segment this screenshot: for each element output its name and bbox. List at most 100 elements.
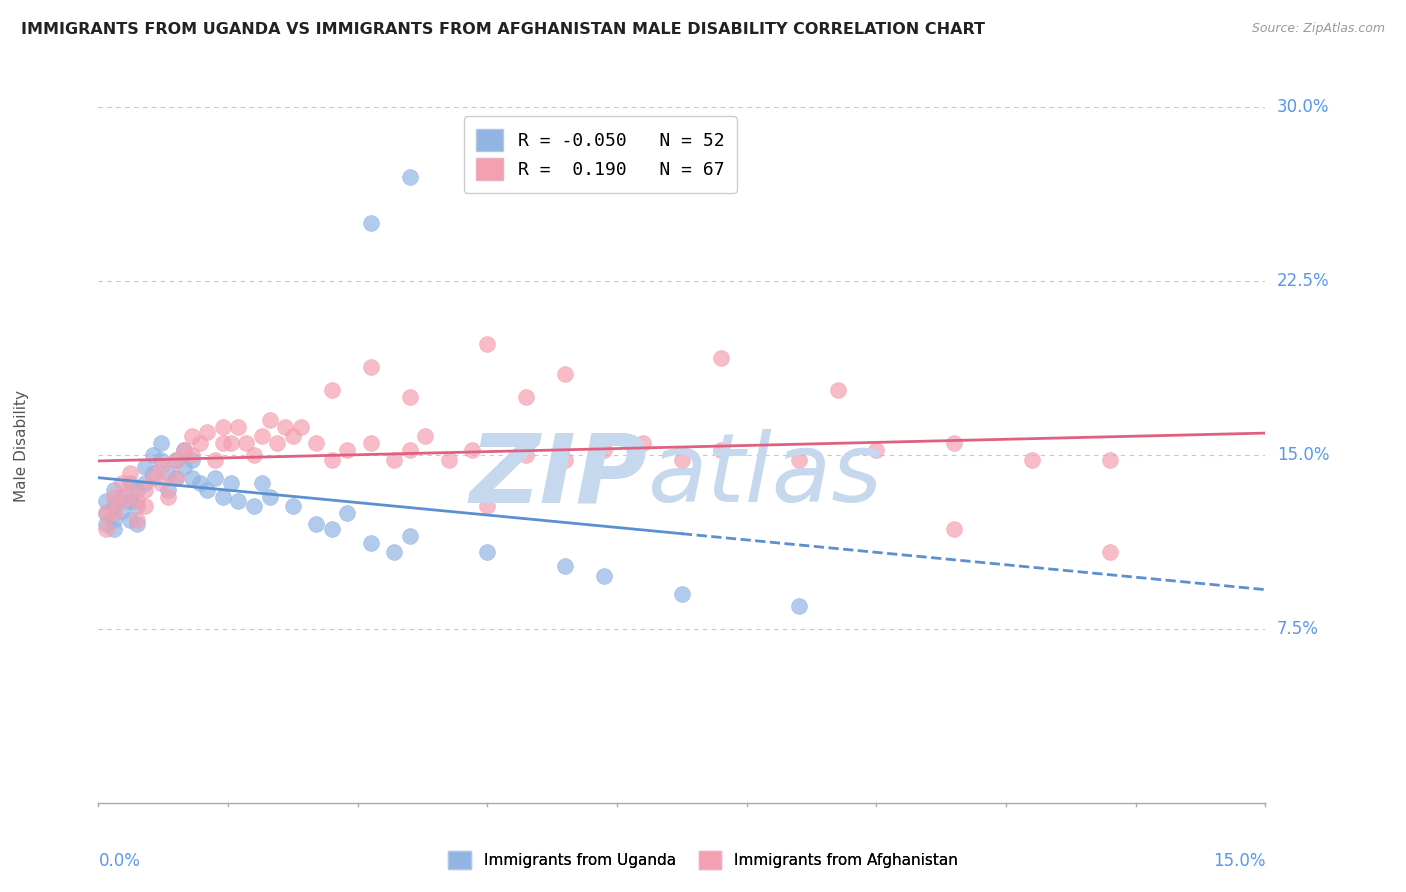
Point	[212, 436, 235, 450]
Point	[250, 429, 273, 443]
Point	[96, 494, 118, 508]
Legend: Immigrants from Uganda, Immigrants from Afghanistan: Immigrants from Uganda, Immigrants from …	[443, 845, 963, 875]
Point	[360, 436, 382, 450]
Point	[281, 429, 304, 443]
Point	[398, 390, 420, 404]
Point	[96, 506, 118, 520]
Point	[195, 483, 218, 497]
Point	[250, 475, 273, 490]
Point	[593, 568, 616, 582]
Point	[865, 443, 887, 458]
Point	[219, 475, 242, 490]
Point	[290, 420, 312, 434]
Point	[336, 506, 359, 520]
Point	[165, 471, 187, 485]
Point	[111, 475, 134, 490]
Text: atlas: atlas	[647, 429, 882, 523]
Point	[165, 452, 187, 467]
Point	[212, 420, 235, 434]
Point	[710, 443, 733, 458]
Text: 22.5%: 22.5%	[1277, 272, 1330, 290]
Point	[413, 429, 436, 443]
Point	[180, 448, 202, 462]
Point	[360, 359, 382, 374]
Point	[360, 216, 382, 230]
Point	[336, 443, 359, 458]
Point	[134, 475, 156, 490]
Point	[149, 452, 172, 467]
Point	[212, 490, 235, 504]
Point	[96, 517, 118, 532]
Point	[243, 499, 266, 513]
Point	[305, 436, 328, 450]
Point	[149, 459, 172, 474]
Point	[943, 522, 966, 536]
Point	[515, 390, 537, 404]
Point	[259, 413, 281, 427]
Point	[593, 443, 616, 458]
Point	[134, 499, 156, 513]
Point	[96, 522, 118, 536]
Point	[515, 448, 537, 462]
Point	[142, 467, 165, 481]
Point	[1098, 452, 1121, 467]
Point	[142, 471, 165, 485]
Point	[127, 517, 149, 532]
Point	[118, 475, 141, 490]
Point	[204, 452, 226, 467]
Point	[180, 429, 202, 443]
Point	[382, 545, 405, 559]
Text: Source: ZipAtlas.com: Source: ZipAtlas.com	[1251, 22, 1385, 36]
Point	[149, 436, 172, 450]
Point	[259, 490, 281, 504]
Point	[103, 499, 125, 513]
Point	[111, 503, 134, 517]
Point	[235, 436, 257, 450]
Point	[1021, 452, 1043, 467]
Text: ZIP: ZIP	[470, 429, 647, 523]
Point	[321, 383, 343, 397]
Point	[281, 499, 304, 513]
Point	[321, 452, 343, 467]
Point	[180, 471, 202, 485]
Point	[398, 529, 420, 543]
Point	[96, 506, 118, 520]
Point	[477, 499, 499, 513]
Point	[274, 420, 297, 434]
Point	[118, 483, 141, 497]
Point	[477, 336, 499, 351]
Text: IMMIGRANTS FROM UGANDA VS IMMIGRANTS FROM AFGHANISTAN MALE DISABILITY CORRELATIO: IMMIGRANTS FROM UGANDA VS IMMIGRANTS FRO…	[21, 22, 986, 37]
Point	[157, 483, 180, 497]
Point	[127, 499, 149, 513]
Point	[398, 169, 420, 184]
Point	[127, 494, 149, 508]
Point	[165, 471, 187, 485]
Point	[188, 436, 211, 450]
Point	[219, 436, 242, 450]
Point	[787, 599, 810, 613]
Point	[127, 513, 149, 527]
Text: Male Disability: Male Disability	[14, 390, 28, 502]
Point	[111, 494, 134, 508]
Point	[127, 483, 149, 497]
Point	[710, 351, 733, 365]
Point	[477, 545, 499, 559]
Point	[787, 452, 810, 467]
Text: 15.0%: 15.0%	[1213, 852, 1265, 870]
Point	[103, 483, 125, 497]
Text: 15.0%: 15.0%	[1277, 446, 1330, 464]
Point	[671, 452, 693, 467]
Point	[118, 494, 141, 508]
Point	[157, 467, 180, 481]
Point	[103, 506, 125, 520]
Point	[461, 443, 484, 458]
Point	[631, 436, 654, 450]
Point	[554, 367, 576, 381]
Point	[173, 443, 195, 458]
Point	[103, 522, 125, 536]
Point	[266, 436, 288, 450]
Point	[228, 494, 250, 508]
Point	[134, 459, 156, 474]
Point	[165, 452, 187, 467]
Point	[111, 490, 134, 504]
